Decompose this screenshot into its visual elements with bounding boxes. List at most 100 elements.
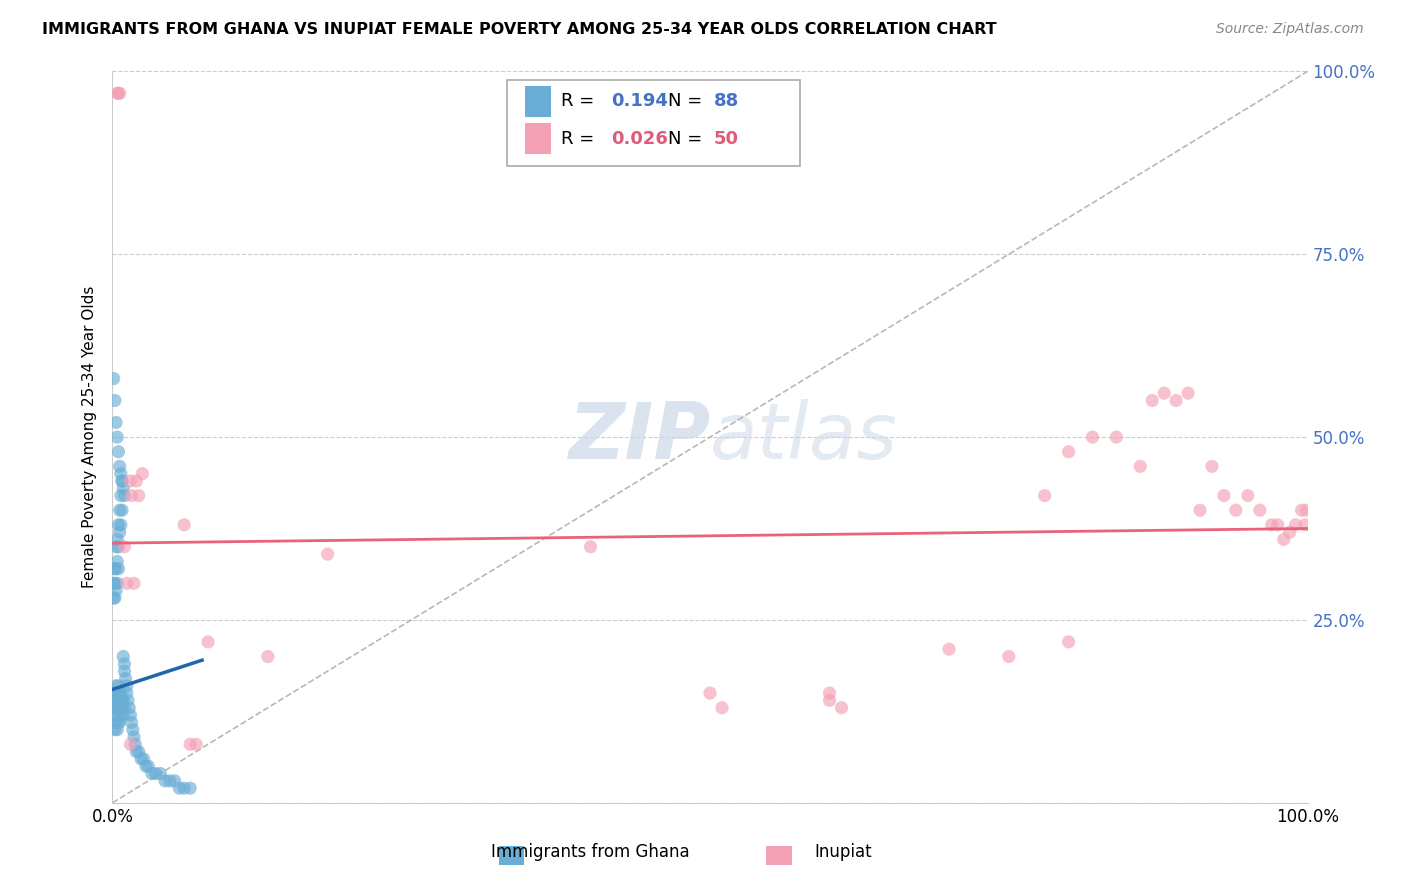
Point (1189, 503, 1212, 517)
Point (121, 723, 143, 737)
Point (1057, 635, 1080, 649)
Point (1285, 517, 1308, 532)
Point (114, 657, 135, 671)
Y-axis label: Female Poverty Among 25-34 Year Olds: Female Poverty Among 25-34 Year Olds (82, 286, 97, 588)
Point (115, 686, 138, 700)
Point (108, 700, 131, 714)
Point (1057, 444, 1080, 458)
Point (135, 759, 157, 773)
Point (108, 693, 131, 707)
Point (104, 723, 127, 737)
Point (1142, 393, 1164, 408)
Point (104, 562, 127, 576)
Point (110, 708, 132, 723)
Point (579, 540, 602, 554)
Point (131, 467, 153, 481)
Point (118, 700, 141, 714)
Point (105, 686, 128, 700)
Point (1295, 503, 1317, 517)
Point (107, 679, 129, 693)
Point (104, 700, 127, 714)
Point (173, 781, 195, 796)
Point (129, 752, 152, 766)
Point (105, 562, 128, 576)
Point (121, 715, 143, 730)
Point (122, 730, 145, 744)
Point (105, 700, 128, 714)
Point (124, 737, 146, 751)
Point (153, 773, 176, 788)
FancyBboxPatch shape (508, 80, 800, 167)
Point (108, 525, 131, 540)
Point (1278, 525, 1301, 540)
Point (112, 708, 135, 723)
Point (1267, 517, 1289, 532)
Point (105, 583, 128, 598)
Point (699, 686, 721, 700)
Point (117, 693, 139, 707)
Point (107, 540, 129, 554)
Point (114, 540, 135, 554)
Point (186, 737, 208, 751)
Point (125, 474, 148, 488)
Point (818, 693, 841, 707)
Point (115, 576, 138, 591)
Point (1177, 386, 1199, 401)
FancyBboxPatch shape (524, 86, 551, 117)
Point (110, 489, 132, 503)
Point (107, 693, 129, 707)
Text: Inupiat: Inupiat (815, 843, 872, 861)
Point (1237, 489, 1260, 503)
Point (1166, 393, 1188, 408)
Point (120, 474, 142, 488)
Point (1225, 503, 1247, 517)
Point (107, 517, 129, 532)
Point (105, 679, 128, 693)
Point (107, 700, 129, 714)
Point (257, 649, 280, 664)
Point (128, 745, 150, 759)
Point (111, 474, 134, 488)
Point (1213, 489, 1236, 503)
Point (1105, 430, 1128, 444)
Point (179, 737, 201, 751)
Text: R =: R = (561, 93, 599, 111)
Point (105, 693, 128, 707)
Point (1294, 517, 1316, 532)
Point (103, 371, 125, 385)
Point (938, 642, 960, 657)
Text: Source: ZipAtlas.com: Source: ZipAtlas.com (1216, 22, 1364, 37)
Text: Immigrants from Ghana: Immigrants from Ghana (491, 843, 690, 861)
Point (105, 715, 128, 730)
Point (105, 723, 128, 737)
Text: IMMIGRANTS FROM GHANA VS INUPIAT FEMALE POVERTY AMONG 25-34 YEAR OLDS CORRELATIO: IMMIGRANTS FROM GHANA VS INUPIAT FEMALE … (42, 22, 997, 37)
Point (107, 715, 129, 730)
Point (105, 416, 128, 430)
Text: 0.194: 0.194 (610, 93, 668, 111)
Point (105, 540, 128, 554)
Point (105, 430, 128, 444)
Point (112, 649, 135, 664)
Point (103, 591, 125, 605)
Text: 0.026: 0.026 (610, 129, 668, 148)
Point (114, 489, 135, 503)
Text: R =: R = (561, 129, 599, 148)
Point (1153, 386, 1175, 401)
Point (110, 517, 132, 532)
Point (831, 700, 853, 714)
Point (114, 672, 136, 686)
Text: N =: N = (668, 93, 709, 111)
Point (107, 444, 129, 458)
Point (108, 459, 131, 474)
Point (108, 686, 131, 700)
Point (179, 781, 201, 796)
Text: ZIP: ZIP (568, 399, 710, 475)
Point (132, 752, 155, 766)
Point (1081, 430, 1104, 444)
Point (711, 700, 734, 714)
Point (1291, 503, 1313, 517)
Point (104, 693, 127, 707)
Text: atlas: atlas (710, 399, 898, 475)
Point (125, 745, 148, 759)
Point (1261, 517, 1284, 532)
